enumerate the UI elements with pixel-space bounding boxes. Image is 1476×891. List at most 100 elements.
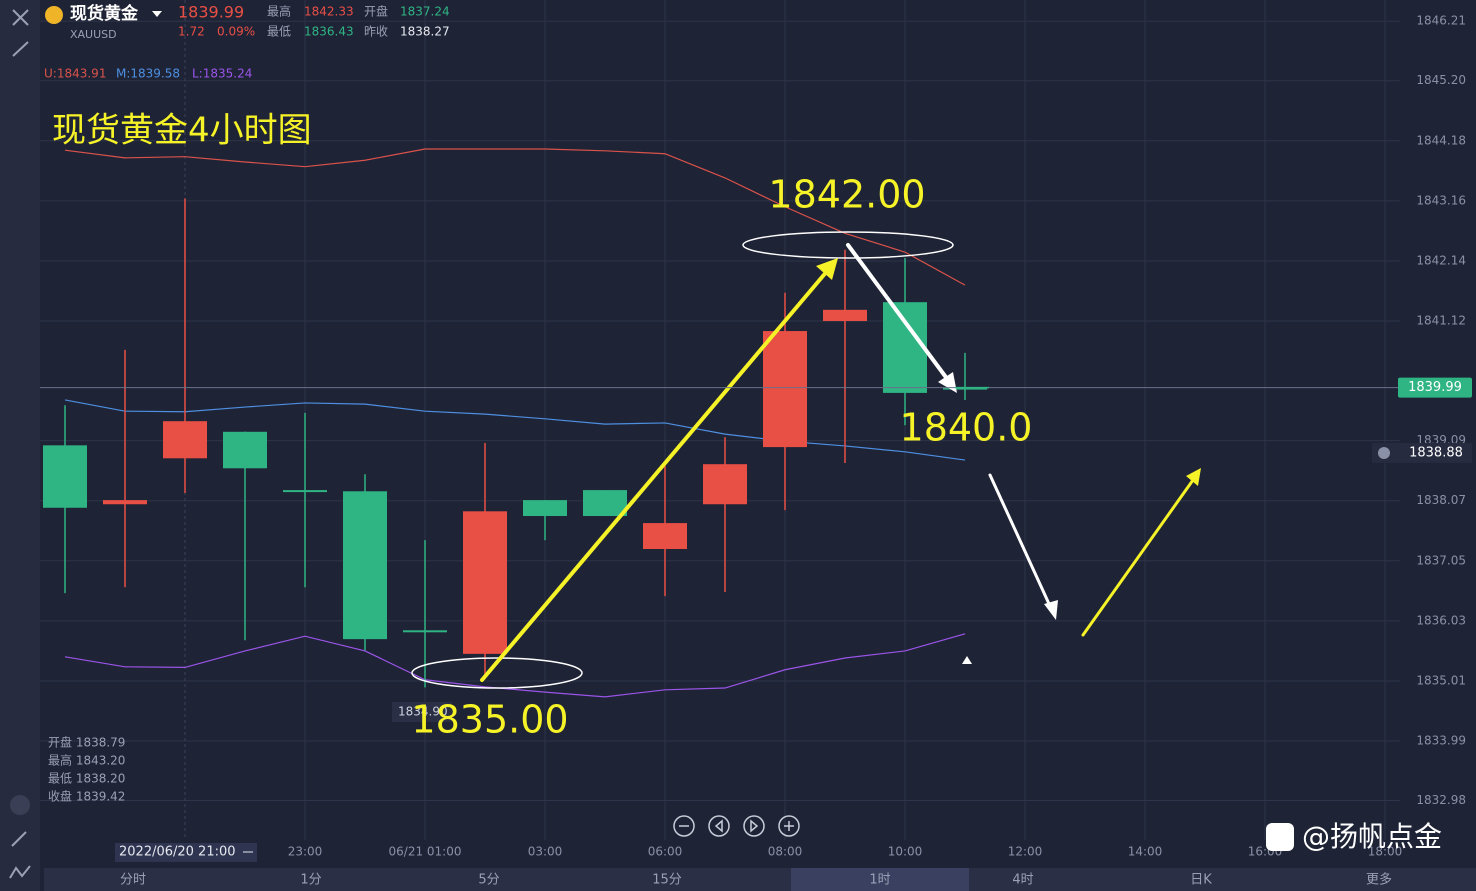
dropdown[interactable] — [152, 11, 162, 17]
y-tick-label: 1837.05 — [1416, 553, 1466, 567]
indicator-icon[interactable] — [9, 865, 31, 879]
candle-body — [43, 445, 87, 508]
stat-label: 开盘 — [364, 4, 388, 19]
y-tick-label: 1843.16 — [1416, 193, 1466, 207]
candle-body — [883, 302, 927, 393]
change-pct: 0.09% — [217, 25, 255, 39]
ohlc-item: 收盘 1839.42 — [48, 789, 125, 804]
arrow — [988, 473, 1052, 608]
y-tick-label: 1845.20 — [1416, 73, 1466, 87]
y-tick-label: 1833.99 — [1416, 734, 1466, 748]
tool-icon[interactable] — [10, 795, 30, 815]
last-price-label: 1839.99 — [1408, 380, 1462, 395]
annotation: 1840.0 — [900, 406, 1033, 450]
ohlc-item: 开盘 1838.79 — [48, 735, 125, 750]
tab[interactable]: 日K — [1190, 873, 1212, 888]
stat-label: 昨收 — [364, 25, 388, 39]
x-tick-label: 06:00 — [648, 845, 683, 859]
watermark-logo — [1266, 823, 1294, 851]
band-line — [64, 148, 966, 286]
arrow-head — [1186, 468, 1201, 486]
ohlc-item: 最高 1843.20 — [48, 753, 125, 768]
grid: 1846.21 1845.20 1844.18 1843.16 1842.14 1841.… — [40, 0, 1466, 840]
candle-body — [703, 464, 747, 505]
arrow — [1081, 478, 1195, 637]
expand-icon[interactable] — [12, 41, 29, 57]
marker — [962, 656, 972, 664]
alert-label: 1838.88 — [1409, 445, 1463, 460]
chart-title: 现货黄金4小时图 — [52, 111, 312, 151]
crosshair-ohlc: 开盘 1838.79 最高 1843.20 最低 1838.20 收盘 1839.42 — [48, 735, 125, 804]
symbol-name[interactable]: 现货黄金 — [70, 3, 139, 24]
candle-body — [643, 523, 687, 550]
candles — [43, 198, 987, 688]
tab[interactable]: 1时 — [869, 873, 890, 888]
gold-icon — [45, 6, 63, 24]
alert-box[interactable] — [1372, 442, 1472, 463]
to-end[interactable] — [743, 815, 765, 837]
tab[interactable]: 5分 — [478, 873, 499, 888]
tab[interactable]: 4时 — [1012, 873, 1033, 888]
low-marker: 1834.90 — [398, 705, 448, 719]
highlight-ellipse — [411, 657, 583, 689]
stat-label: 最低 — [267, 25, 291, 39]
stat-label: 最高 — [267, 4, 291, 19]
stat-value: 1836.43 — [304, 25, 354, 39]
x-tick-label: 03:00 — [528, 845, 563, 859]
tab-bar: 分时 1分 5分 15分 1时 4时 日K 更多 — [44, 868, 1476, 891]
zoom-out[interactable] — [673, 815, 695, 837]
crosshair-time: 2022/06/20 21:00 — [119, 845, 236, 860]
y-tick-label: 1838.07 — [1416, 493, 1466, 507]
ohlc-item: 最低 1838.20 — [48, 772, 125, 786]
tab[interactable]: 1分 — [300, 873, 321, 888]
x-tick-label: 14:00 — [1128, 845, 1163, 859]
stat-value: 1842.33 — [304, 5, 354, 19]
tab-selected — [791, 868, 969, 891]
y-tick-label: 1836.03 — [1416, 613, 1466, 627]
candle-body — [943, 387, 987, 390]
y-tick-label: 1842.14 — [1416, 253, 1466, 267]
y-tick-label: 1846.21 — [1416, 14, 1466, 28]
low-marker-box — [392, 702, 452, 722]
close-icon[interactable] — [12, 9, 29, 26]
candle-body — [163, 421, 207, 459]
arrows — [480, 243, 1201, 682]
tab[interactable]: 更多 — [1366, 872, 1392, 888]
tab[interactable]: 15分 — [652, 873, 682, 888]
x-tick-label: 10:00 — [888, 845, 923, 859]
candle-body — [823, 309, 867, 322]
tab[interactable]: 分时 — [120, 873, 146, 888]
candle-body — [463, 511, 507, 654]
candle-body — [283, 490, 327, 493]
zoom-in[interactable] — [778, 815, 800, 837]
draw-icon[interactable] — [11, 831, 27, 847]
candle-body — [523, 500, 567, 517]
price: 1839.99 — [178, 3, 244, 22]
last-price-box — [1398, 377, 1472, 398]
candle-body — [583, 490, 627, 517]
legend-item: U:1843.91 — [44, 67, 106, 81]
stat-value: 1838.27 — [400, 25, 450, 39]
x-tick-label: 08:00 — [768, 845, 803, 859]
annotation: 1835.00 — [411, 698, 568, 742]
x-tick-label: 06/21 01:00 — [389, 845, 462, 859]
arrow-head — [816, 258, 838, 280]
y-tick-label: 1841.12 — [1416, 314, 1466, 328]
bands — [64, 148, 966, 698]
y-tick-label: 1832.98 — [1416, 793, 1466, 807]
zoom-controls — [673, 815, 800, 837]
watermark: @扬帆点金 — [1302, 820, 1442, 853]
candle-body — [403, 630, 447, 633]
legend-item: M:1839.58 — [116, 67, 180, 81]
candle-body — [223, 431, 267, 469]
candle-body — [763, 331, 807, 448]
highlight-ellipse — [742, 231, 954, 259]
change: 1.72 — [178, 25, 205, 39]
annotation: 1842.00 — [768, 173, 925, 217]
tab-bar-bg — [44, 868, 1476, 891]
crosshair-time-box — [115, 843, 257, 862]
arrow-head — [1044, 600, 1058, 620]
to-start[interactable] — [708, 815, 730, 837]
left-toolbar — [0, 0, 40, 891]
